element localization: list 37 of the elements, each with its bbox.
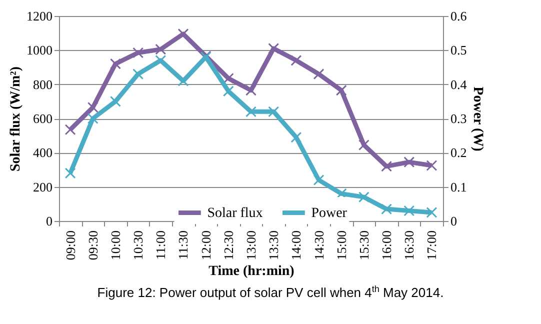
x-axis-title: Time (hr:min)	[208, 264, 295, 280]
x-tick-label: 16:30	[402, 230, 417, 260]
x-tick-label: 17:00	[424, 230, 440, 260]
y-tick-label: 1200	[26, 8, 52, 24]
x-tick-label: 13:30	[266, 230, 282, 260]
y-tick-label: 1000	[26, 42, 52, 58]
y-axis-title: Solar flux (W/m²)	[8, 66, 24, 172]
y-tick-label: 400	[33, 145, 52, 160]
x-tick-label: 09:00	[62, 230, 78, 260]
y2-tick-label: 0	[450, 214, 457, 228]
y2-tick-label: 0.6	[450, 8, 468, 24]
y-tick-label: 0	[46, 214, 52, 228]
y2-tick-label: 0.5	[450, 42, 467, 58]
x-tick-label: 16:00	[379, 230, 394, 260]
y-tick-label: 600	[33, 111, 52, 126]
y2-axis-title: Power (W)	[470, 86, 485, 152]
y-tick-label: 200	[33, 179, 52, 194]
x-tick-label: 12:30	[220, 230, 236, 260]
x-tick-label: 13:00	[244, 230, 258, 260]
y2-tick-label: 0.2	[450, 145, 467, 160]
x-tick-label: 15:30	[356, 230, 372, 260]
x-tick-label: 14:30	[311, 230, 326, 260]
y2-tick-label: 0.4	[450, 76, 468, 92]
x-tick-label: 10:30	[130, 230, 146, 260]
y2-tick-label: 0.3	[450, 111, 467, 126]
x-tick-label: 09:30	[85, 230, 100, 260]
x-tick-label: 11:30	[176, 230, 191, 260]
text: Figure 12: Power output of solar PV cell when 4$^{th}$ May 2014.	[96, 284, 445, 302]
x-tick-label: 15:00	[334, 230, 349, 260]
x-tick-label: 12:00	[198, 230, 214, 260]
y-tick-label: 800	[33, 76, 52, 92]
x-tick-label: 11:00	[153, 230, 168, 260]
legend-label: Power	[311, 206, 348, 221]
x-tick-label: 10:00	[108, 230, 123, 260]
legend-label: Solar flux	[207, 206, 263, 221]
x-tick-label: 14:00	[288, 230, 304, 260]
y2-tick-label: 0.1	[450, 179, 467, 194]
